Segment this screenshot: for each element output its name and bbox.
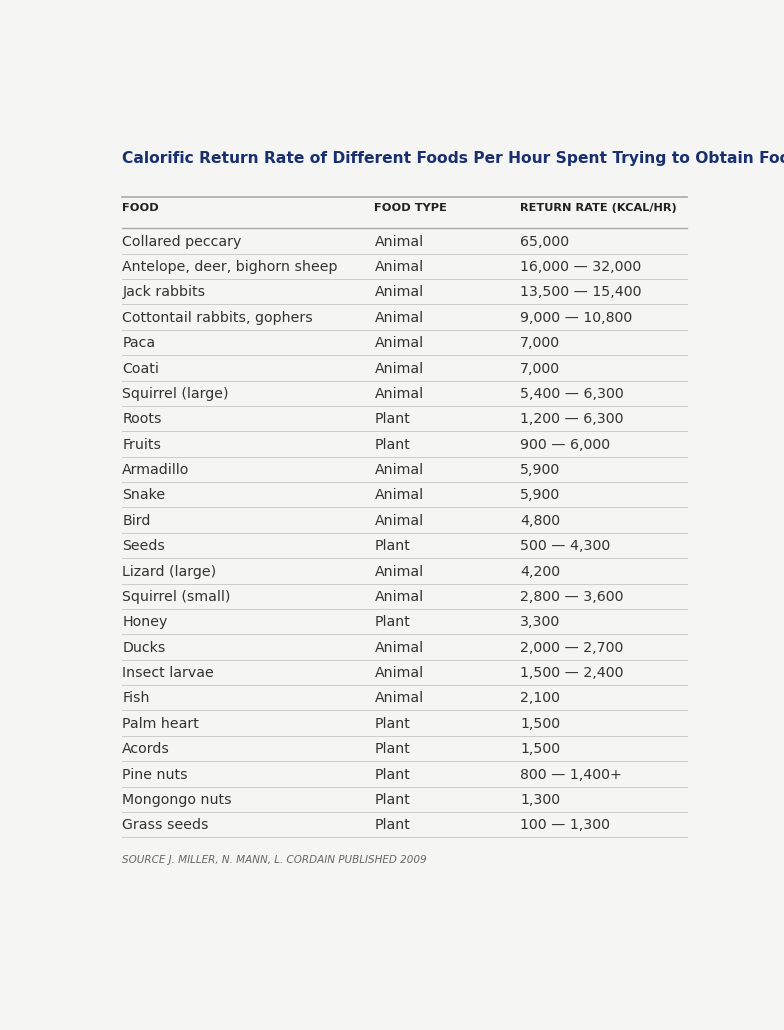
Text: 4,800: 4,800 xyxy=(521,514,561,527)
Text: Paca: Paca xyxy=(122,336,155,350)
Text: 800 — 1,400+: 800 — 1,400+ xyxy=(521,767,622,782)
Text: 5,400 — 6,300: 5,400 — 6,300 xyxy=(521,387,624,401)
Text: 13,500 — 15,400: 13,500 — 15,400 xyxy=(521,285,642,300)
Text: 1,500: 1,500 xyxy=(521,717,561,731)
Text: Plant: Plant xyxy=(375,412,410,426)
Text: Plant: Plant xyxy=(375,438,410,452)
Text: Cottontail rabbits, gophers: Cottontail rabbits, gophers xyxy=(122,311,313,324)
Text: Honey: Honey xyxy=(122,615,168,629)
Text: 5,900: 5,900 xyxy=(521,488,561,503)
Text: Plant: Plant xyxy=(375,717,410,731)
Text: Plant: Plant xyxy=(375,793,410,806)
Text: Plant: Plant xyxy=(375,615,410,629)
Text: Animal: Animal xyxy=(375,285,423,300)
Text: Animal: Animal xyxy=(375,590,423,604)
Text: Bird: Bird xyxy=(122,514,151,527)
Text: 100 — 1,300: 100 — 1,300 xyxy=(521,819,610,832)
Text: Roots: Roots xyxy=(122,412,162,426)
Text: Fruits: Fruits xyxy=(122,438,162,452)
Text: Plant: Plant xyxy=(375,767,410,782)
Text: Plant: Plant xyxy=(375,819,410,832)
Text: Palm heart: Palm heart xyxy=(122,717,199,731)
Text: Animal: Animal xyxy=(375,488,423,503)
Text: Ducks: Ducks xyxy=(122,641,165,655)
Text: 500 — 4,300: 500 — 4,300 xyxy=(521,539,611,553)
Text: SOURCE J. MILLER, N. MANN, L. CORDAIN PUBLISHED 2009: SOURCE J. MILLER, N. MANN, L. CORDAIN PU… xyxy=(122,855,427,865)
Text: 2,800 — 3,600: 2,800 — 3,600 xyxy=(521,590,624,604)
Text: Fish: Fish xyxy=(122,691,150,706)
Text: Squirrel (large): Squirrel (large) xyxy=(122,387,229,401)
Text: FOOD TYPE: FOOD TYPE xyxy=(375,203,448,213)
Text: 1,500 — 2,400: 1,500 — 2,400 xyxy=(521,666,624,680)
Text: Squirrel (small): Squirrel (small) xyxy=(122,590,230,604)
Text: Snake: Snake xyxy=(122,488,165,503)
Text: Acords: Acords xyxy=(122,743,170,756)
Text: 3,300: 3,300 xyxy=(521,615,561,629)
Text: FOOD: FOOD xyxy=(122,203,159,213)
Text: 900 — 6,000: 900 — 6,000 xyxy=(521,438,611,452)
Text: Animal: Animal xyxy=(375,311,423,324)
Text: Pine nuts: Pine nuts xyxy=(122,767,188,782)
Text: 9,000 — 10,800: 9,000 — 10,800 xyxy=(521,311,633,324)
Text: Seeds: Seeds xyxy=(122,539,165,553)
Text: 7,000: 7,000 xyxy=(521,336,561,350)
Text: Antelope, deer, bighorn sheep: Antelope, deer, bighorn sheep xyxy=(122,260,338,274)
Text: Collared peccary: Collared peccary xyxy=(122,235,241,248)
Text: Calorific Return Rate of Different Foods Per Hour Spent Trying to Obtain Food So: Calorific Return Rate of Different Foods… xyxy=(122,151,784,167)
Text: Animal: Animal xyxy=(375,362,423,376)
Text: Animal: Animal xyxy=(375,260,423,274)
Text: Plant: Plant xyxy=(375,743,410,756)
Text: Animal: Animal xyxy=(375,691,423,706)
Text: 1,500: 1,500 xyxy=(521,743,561,756)
Text: Mongongo nuts: Mongongo nuts xyxy=(122,793,232,806)
Text: Jack rabbits: Jack rabbits xyxy=(122,285,205,300)
Text: Animal: Animal xyxy=(375,464,423,477)
Text: Grass seeds: Grass seeds xyxy=(122,819,209,832)
Text: Animal: Animal xyxy=(375,387,423,401)
Text: Armadillo: Armadillo xyxy=(122,464,190,477)
Text: Insect larvae: Insect larvae xyxy=(122,666,214,680)
Text: Animal: Animal xyxy=(375,514,423,527)
Text: 2,100: 2,100 xyxy=(521,691,561,706)
Text: Plant: Plant xyxy=(375,539,410,553)
Text: 65,000: 65,000 xyxy=(521,235,569,248)
Text: 7,000: 7,000 xyxy=(521,362,561,376)
Text: 2,000 — 2,700: 2,000 — 2,700 xyxy=(521,641,623,655)
Text: Lizard (large): Lizard (large) xyxy=(122,564,216,579)
Text: 1,300: 1,300 xyxy=(521,793,561,806)
Text: Animal: Animal xyxy=(375,235,423,248)
Text: RETURN RATE (KCAL/HR): RETURN RATE (KCAL/HR) xyxy=(521,203,677,213)
Text: Coati: Coati xyxy=(122,362,159,376)
Text: Animal: Animal xyxy=(375,641,423,655)
Text: Animal: Animal xyxy=(375,564,423,579)
Text: Animal: Animal xyxy=(375,336,423,350)
Text: 4,200: 4,200 xyxy=(521,564,561,579)
Text: 5,900: 5,900 xyxy=(521,464,561,477)
Text: 16,000 — 32,000: 16,000 — 32,000 xyxy=(521,260,641,274)
Text: 1,200 — 6,300: 1,200 — 6,300 xyxy=(521,412,624,426)
Text: Animal: Animal xyxy=(375,666,423,680)
